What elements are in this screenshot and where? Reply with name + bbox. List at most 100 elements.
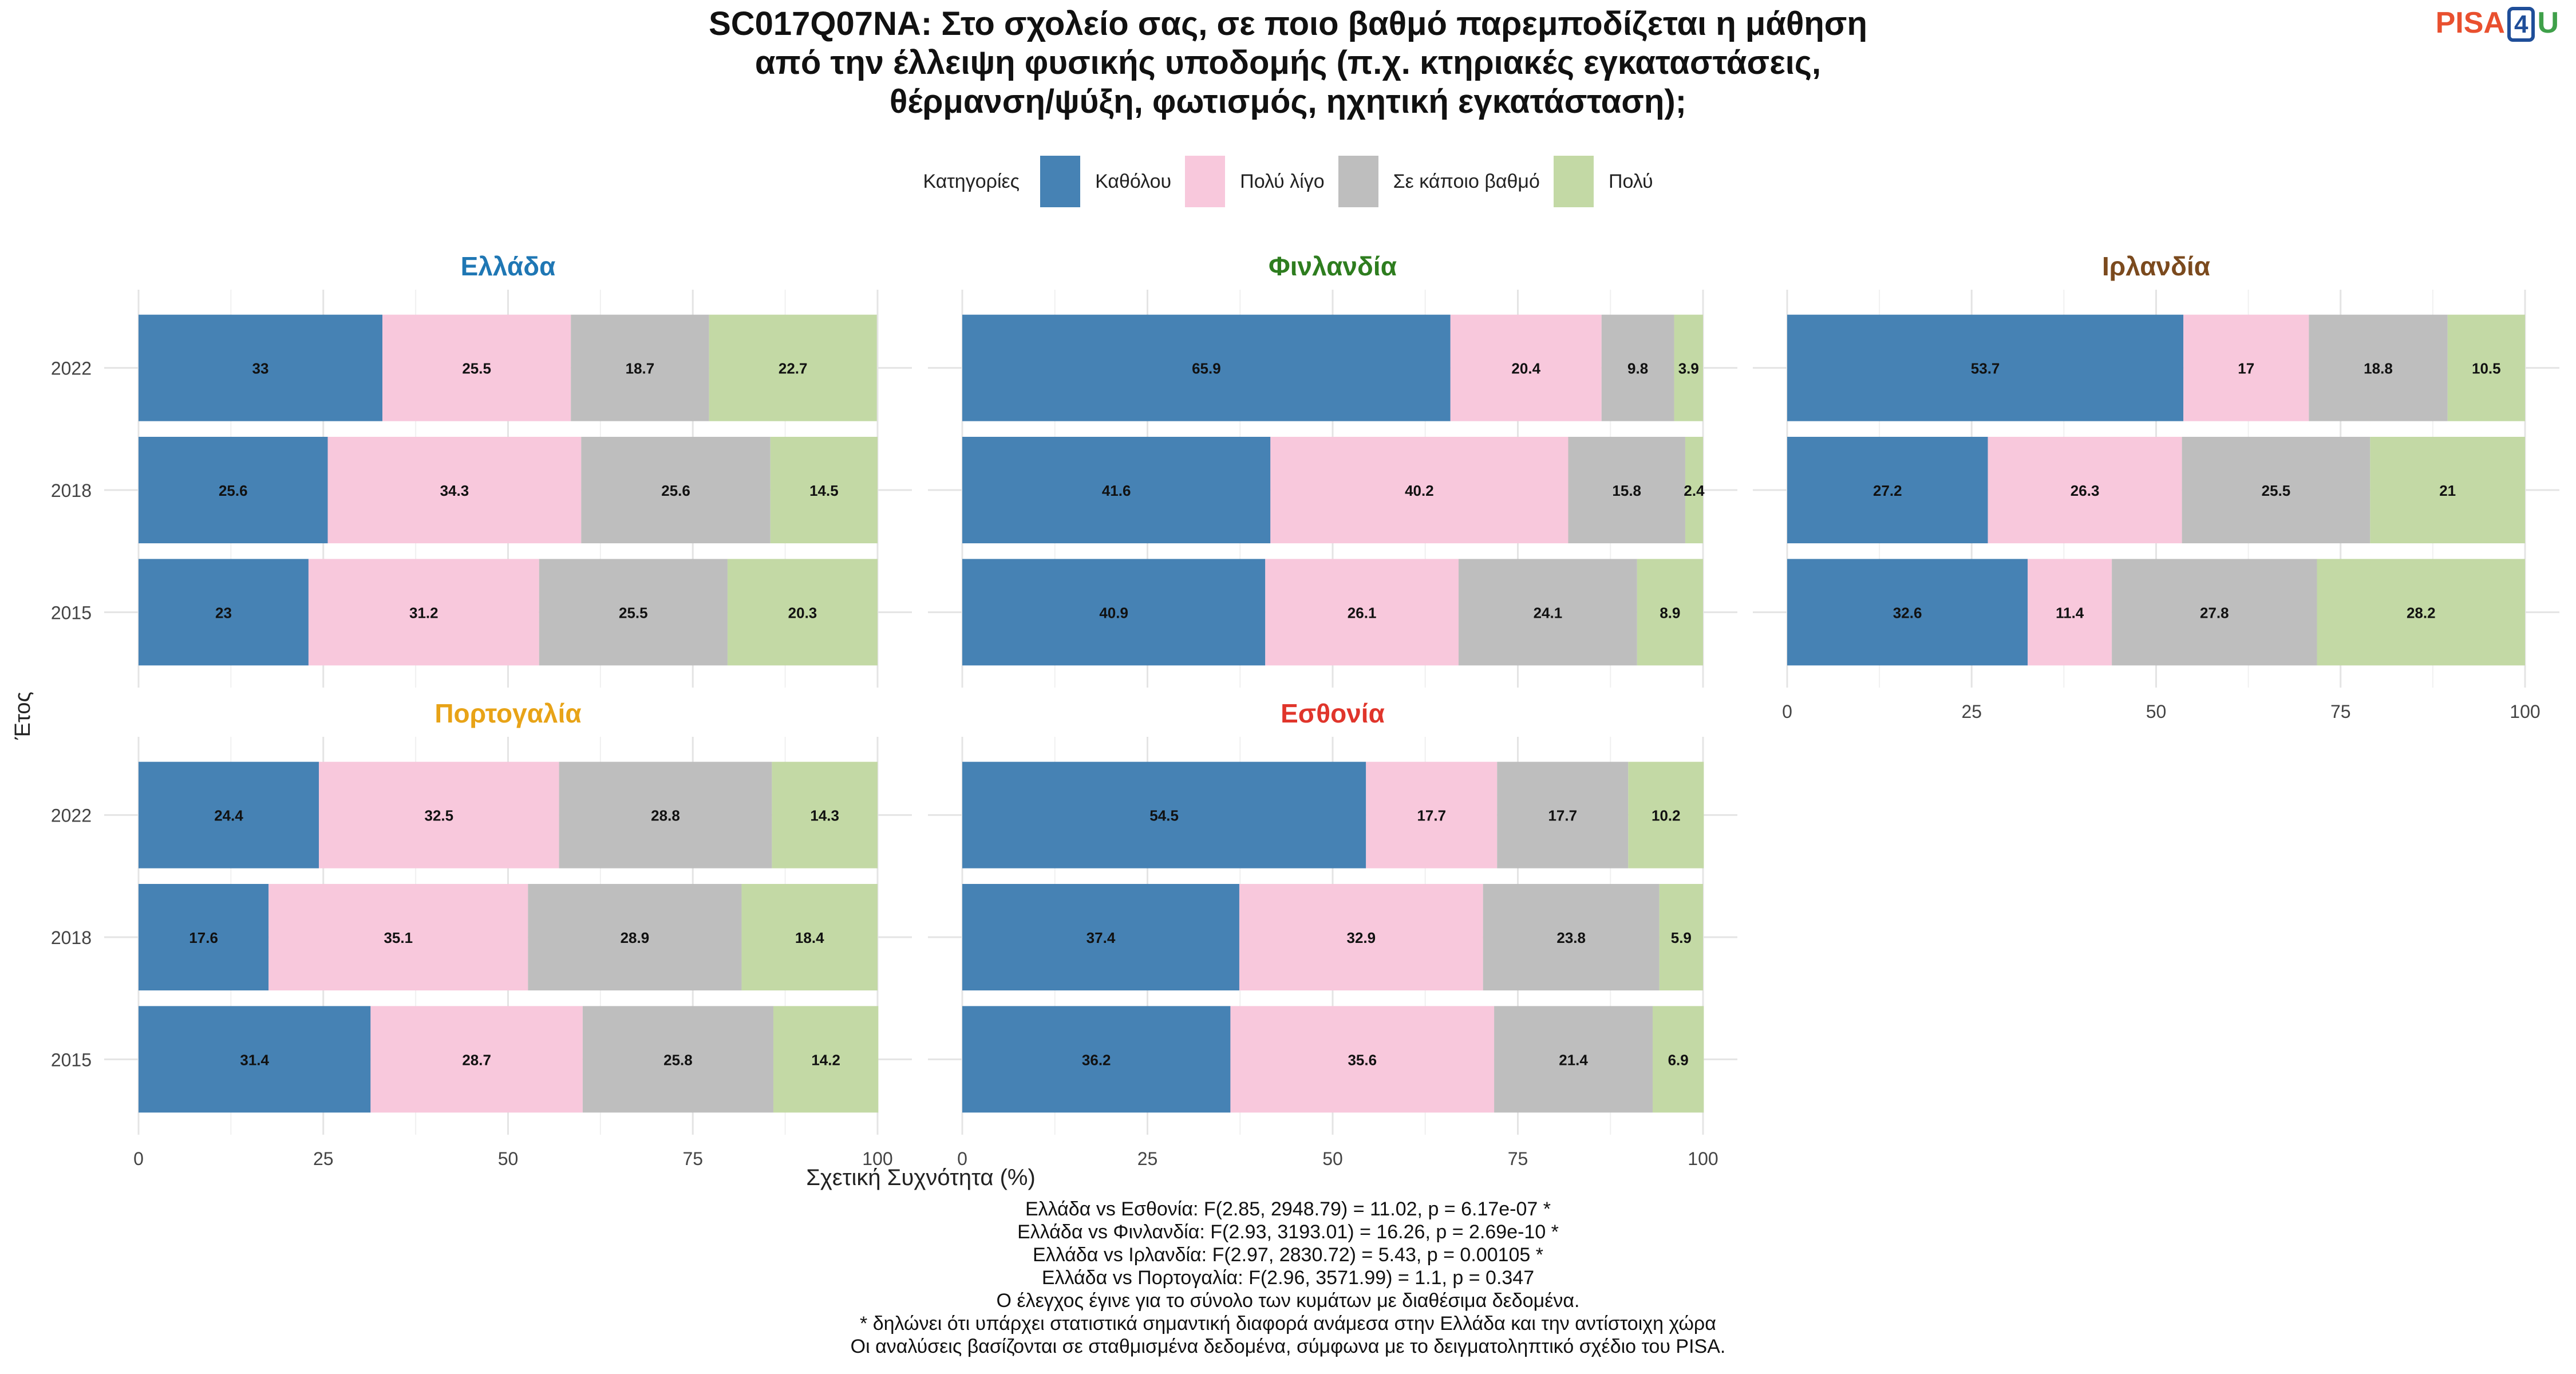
bar-2-2015-2: [2112, 559, 2317, 666]
legend-title: Κατηγορίες: [923, 170, 1020, 192]
y-tick-label-0-2: 2015: [51, 602, 92, 623]
bar-2-2018-1: [1988, 437, 2182, 543]
title-line-3: θέρμανση/ψύξη, φωτισμός, ηχητική εγκατάσ…: [889, 83, 1687, 120]
bar-3-2015-3: [773, 1006, 879, 1113]
x-tick-label-2-50: 50: [2146, 701, 2167, 722]
bar-0-2022-3: [709, 314, 877, 421]
y-tick-label-3-2: 2015: [51, 1049, 92, 1070]
title-line-1: SC017Q07NA: Στο σχολείο σας, σε ποιο βαθ…: [709, 5, 1867, 42]
y-tick-label-0-0: 2022: [51, 358, 92, 379]
legend-item-1: Πολύ λίγο: [1185, 156, 1325, 207]
bar-label-0-2022-1: 25.5: [462, 360, 491, 377]
bar-2-2015-1: [2028, 559, 2112, 666]
bar-0-2018-0: [139, 437, 328, 543]
bar-1-2015-3: [1637, 559, 1703, 666]
bar-1-2015-1: [1265, 559, 1459, 666]
bar-label-3-2022-3: 14.3: [810, 807, 839, 824]
bar-2-2018-3: [2370, 437, 2525, 543]
bar-label-3-2018-2: 28.9: [621, 929, 650, 946]
bar-1-2018-1: [1270, 437, 1568, 543]
bar-label-2-2018-0: 27.2: [1873, 482, 1902, 499]
x-tick-label-2-0: 0: [1782, 701, 1792, 722]
chart-footnote: Ελλάδα vs Εσθονία: F(2.85, 2948.79) = 11…: [0, 1198, 2576, 1358]
bar-label-2-2022-1: 17: [2238, 360, 2254, 377]
bar-0-2022-0: [139, 314, 383, 421]
bar-label-3-2015-1: 28.7: [462, 1051, 491, 1068]
bar-label-3-2018-3: 18.4: [795, 929, 824, 946]
panel-title-3: Πορτογαλία: [434, 698, 581, 728]
bar-4-2022-3: [1628, 761, 1704, 868]
bar-4-2022-1: [1366, 761, 1498, 868]
bar-label-3-2018-1: 35.1: [384, 929, 413, 946]
bar-0-2018-1: [327, 437, 582, 543]
legend-swatch-3: [1553, 156, 1594, 207]
bar-3-2018-1: [268, 884, 528, 990]
footnote-line-1: Ελλάδα vs Εσθονία: F(2.85, 2948.79) = 11…: [1025, 1198, 1551, 1220]
bar-label-2-2018-1: 26.3: [2071, 482, 2100, 499]
legend: Κατηγορίες Καθόλου Πολύ λίγο Σε κάποιο β…: [0, 156, 2576, 207]
bar-label-0-2018-3: 14.5: [809, 482, 839, 499]
bar-label-2-2018-2: 25.5: [2262, 482, 2291, 499]
bar-label-0-2022-2: 18.7: [626, 360, 655, 377]
legend-swatch-0: [1040, 156, 1081, 207]
bar-label-2-2018-3: 21: [2439, 482, 2456, 499]
bar-label-1-2015-1: 26.1: [1348, 604, 1377, 621]
panel-title-1: Φινλανδία: [1269, 251, 1397, 281]
bar-0-2015-3: [727, 559, 878, 666]
bar-1-2015-0: [962, 559, 1266, 666]
bar-label-0-2018-2: 25.6: [661, 482, 690, 499]
bar-label-3-2015-3: 14.2: [811, 1051, 840, 1068]
bar-label-1-2018-2: 15.8: [1612, 482, 1641, 499]
bar-3-2018-3: [741, 884, 878, 990]
bar-4-2018-1: [1239, 884, 1483, 990]
x-tick-label-2-25: 25: [1961, 701, 1982, 722]
y-tick-label-3-1: 2018: [51, 927, 92, 948]
bar-label-1-2022-0: 65.9: [1192, 360, 1221, 377]
bar-1-2022-0: [962, 314, 1451, 421]
bar-label-4-2018-3: 5.9: [1671, 929, 1692, 946]
bar-1-2022-2: [1601, 314, 1674, 421]
bar-2-2022-3: [2447, 314, 2525, 421]
bar-1-2015-2: [1458, 559, 1637, 666]
bar-label-1-2018-0: 41.6: [1102, 482, 1131, 499]
bar-3-2022-0: [139, 761, 319, 868]
bar-1-2018-3: [1685, 437, 1703, 543]
bar-4-2015-0: [962, 1006, 1231, 1113]
bar-3-2018-0: [139, 884, 269, 990]
legend-label-3: Πολύ: [1608, 170, 1653, 192]
panel-title-2: Ιρλανδία: [2102, 251, 2210, 281]
bar-3-2015-1: [370, 1006, 583, 1113]
footnote-line-6: * δηλώνει ότι υπάρχει στατιστικά σημαντι…: [860, 1313, 1716, 1334]
x-tick-label-4-100: 100: [1688, 1148, 1718, 1169]
bar-3-2018-2: [528, 884, 742, 990]
bar-2-2022-0: [1787, 314, 2184, 421]
bar-label-2-2015-1: 11.4: [2056, 604, 2084, 621]
y-axis-title: Έτος: [11, 692, 35, 740]
bar-2-2018-0: [1787, 437, 1988, 543]
bar-2-2015-3: [2317, 559, 2525, 666]
footnote-line-2: Ελλάδα vs Φινλανδία: F(2.93, 3193.01) = …: [1017, 1221, 1559, 1243]
bar-label-2-2015-0: 32.6: [1893, 604, 1922, 621]
bar-label-4-2022-0: 54.5: [1149, 807, 1179, 824]
footnote-line-4: Ελλάδα vs Πορτογαλία: F(2.96, 3571.99) =…: [1041, 1267, 1535, 1289]
bar-label-4-2015-0: 36.2: [1082, 1051, 1111, 1068]
bar-label-2-2022-2: 18.8: [2364, 360, 2393, 377]
legend-swatch-1: [1185, 156, 1226, 207]
x-tick-label-3-50: 50: [498, 1148, 519, 1169]
bar-1-2022-1: [1450, 314, 1602, 421]
bar-label-1-2015-3: 8.9: [1660, 604, 1680, 621]
bar-label-4-2015-2: 21.4: [1559, 1051, 1588, 1068]
bar-label-3-2015-0: 31.4: [240, 1051, 269, 1068]
x-tick-label-3-0: 0: [133, 1148, 144, 1169]
bar-1-2018-0: [962, 437, 1271, 543]
bar-label-3-2015-2: 25.8: [663, 1051, 693, 1068]
y-tick-label-3-0: 2022: [51, 806, 92, 826]
x-tick-label-3-100: 100: [862, 1148, 892, 1169]
bar-3-2022-1: [319, 761, 559, 868]
legend-item-2: Σε κάποιο βαθμό: [1338, 156, 1540, 207]
bar-label-4-2022-3: 10.2: [1652, 807, 1681, 824]
x-tick-label-4-75: 75: [1508, 1148, 1528, 1169]
bar-3-2015-0: [139, 1006, 371, 1113]
chart-title: SC017Q07NA: Στο σχολείο σας, σε ποιο βαθ…: [0, 5, 2576, 121]
